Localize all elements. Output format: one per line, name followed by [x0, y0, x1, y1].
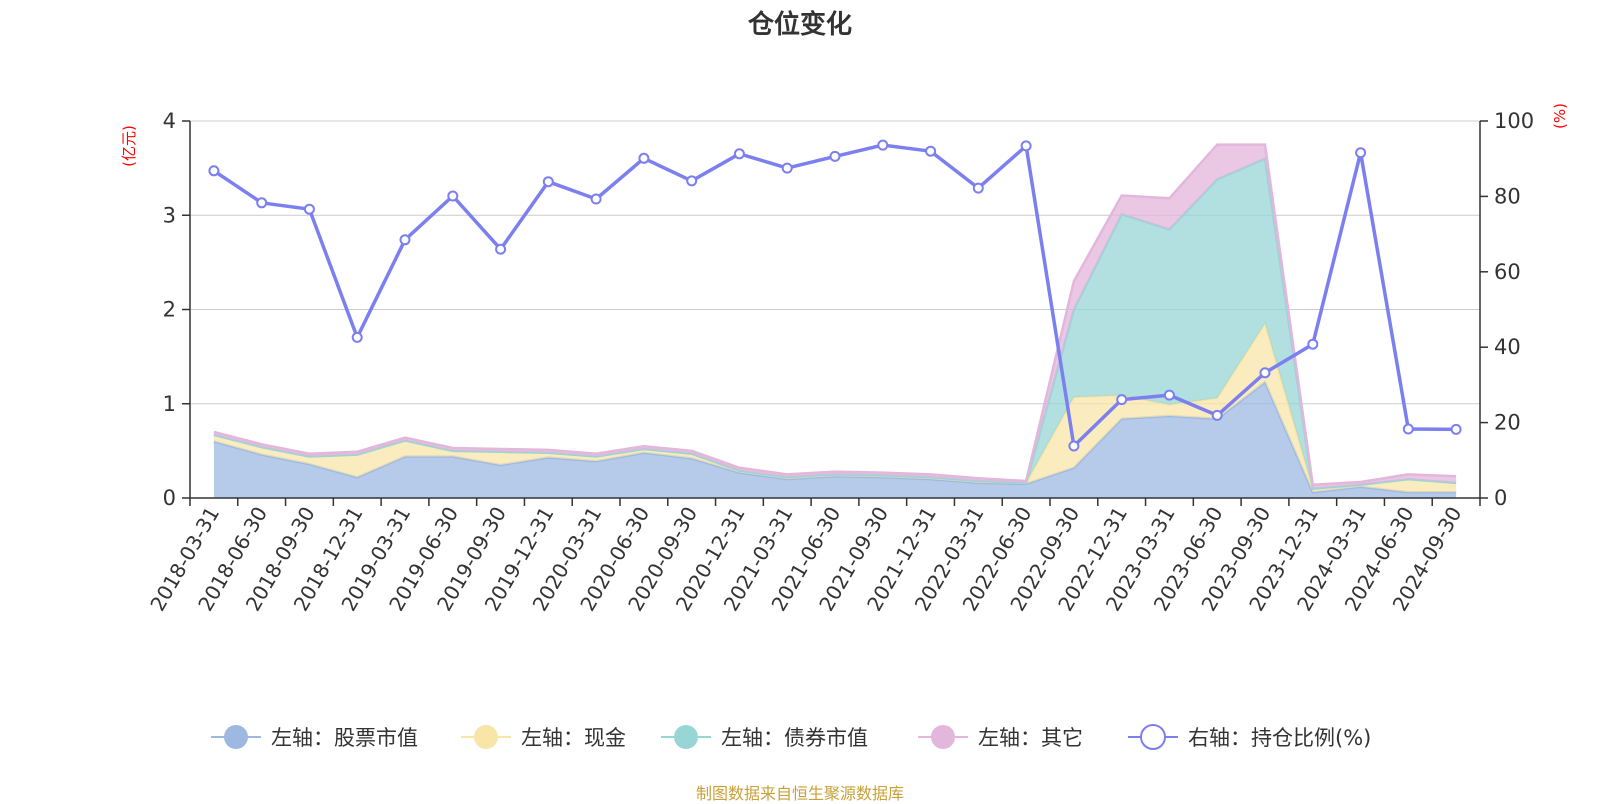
legend-marker: [931, 725, 955, 749]
ratio-point: [1020, 140, 1032, 152]
ratio-point: [1450, 423, 1462, 435]
ratio-point: [399, 234, 411, 246]
ratio-point: [972, 182, 984, 194]
legend-marker: [474, 725, 498, 749]
legend-label: 左轴：现金: [521, 726, 626, 750]
ratio-point: [877, 139, 889, 151]
ratio-point: [1259, 367, 1271, 379]
ratio-point: [686, 175, 698, 187]
left-tick-label: 3: [163, 203, 176, 227]
right-tick-label: 40: [1494, 335, 1521, 359]
right-tick-label: 80: [1494, 184, 1521, 208]
ratio-point: [303, 203, 315, 215]
ratio-point: [1068, 440, 1080, 452]
ratio-point: [781, 162, 793, 174]
left-axis-unit: (亿元): [120, 125, 138, 167]
legend-label: 左轴：其它: [978, 726, 1083, 750]
legend-marker: [674, 725, 698, 749]
area-bond: [213, 158, 1457, 489]
ratio-point: [733, 148, 745, 160]
legend-label: 左轴：股票市值: [271, 726, 418, 750]
ratio-point: [1307, 338, 1319, 350]
ratio-point: [590, 193, 602, 205]
ratio-point: [208, 165, 220, 177]
left-tick-label: 4: [163, 109, 176, 133]
ratio-point: [351, 331, 363, 343]
ratio-point: [1355, 147, 1367, 159]
legend-marker: [1140, 724, 1166, 750]
ratio-point: [925, 145, 937, 157]
right-tick-label: 20: [1494, 411, 1521, 435]
right-tick-label: 100: [1494, 109, 1534, 133]
area-cash: [213, 323, 1457, 493]
ratio-point: [829, 150, 841, 162]
ratio-point: [256, 197, 268, 209]
ratio-point: [638, 152, 650, 164]
stacked-area-layer: [213, 143, 1457, 498]
right-tick-label: 0: [1494, 486, 1507, 510]
area-other: [213, 144, 1457, 489]
area-stock: [213, 382, 1457, 498]
ratio-point: [447, 190, 459, 202]
ratio-point: [1116, 394, 1128, 406]
ratio-point: [1211, 409, 1223, 421]
axes: 01234020406080100(亿元)(%)2018-03-312018-0…: [120, 103, 1569, 615]
legend: 左轴：股票市值 左轴：现金 左轴：债券市值 左轴：其它 右轴：持仓比例(%): [211, 724, 1371, 750]
legend-marker: [224, 725, 248, 749]
right-axis-unit: (%): [1551, 103, 1569, 129]
left-tick-label: 0: [163, 486, 176, 510]
ratio-line-layer: [208, 139, 1462, 452]
area-edge-other: [213, 143, 1457, 487]
left-tick-label: 1: [163, 392, 176, 416]
legend-label: 左轴：债券市值: [721, 726, 868, 750]
ratio-point: [495, 243, 507, 255]
ratio-point: [1163, 389, 1175, 401]
ratio-point: [1402, 423, 1414, 435]
right-tick-label: 60: [1494, 260, 1521, 284]
ratio-point: [542, 176, 554, 188]
left-tick-label: 2: [163, 298, 176, 322]
source-note: 制图数据来自恒生聚源数据库: [695, 784, 904, 803]
chart-title: 仓位变化: [747, 10, 852, 40]
legend-label: 右轴：持仓比例(%): [1188, 726, 1371, 750]
